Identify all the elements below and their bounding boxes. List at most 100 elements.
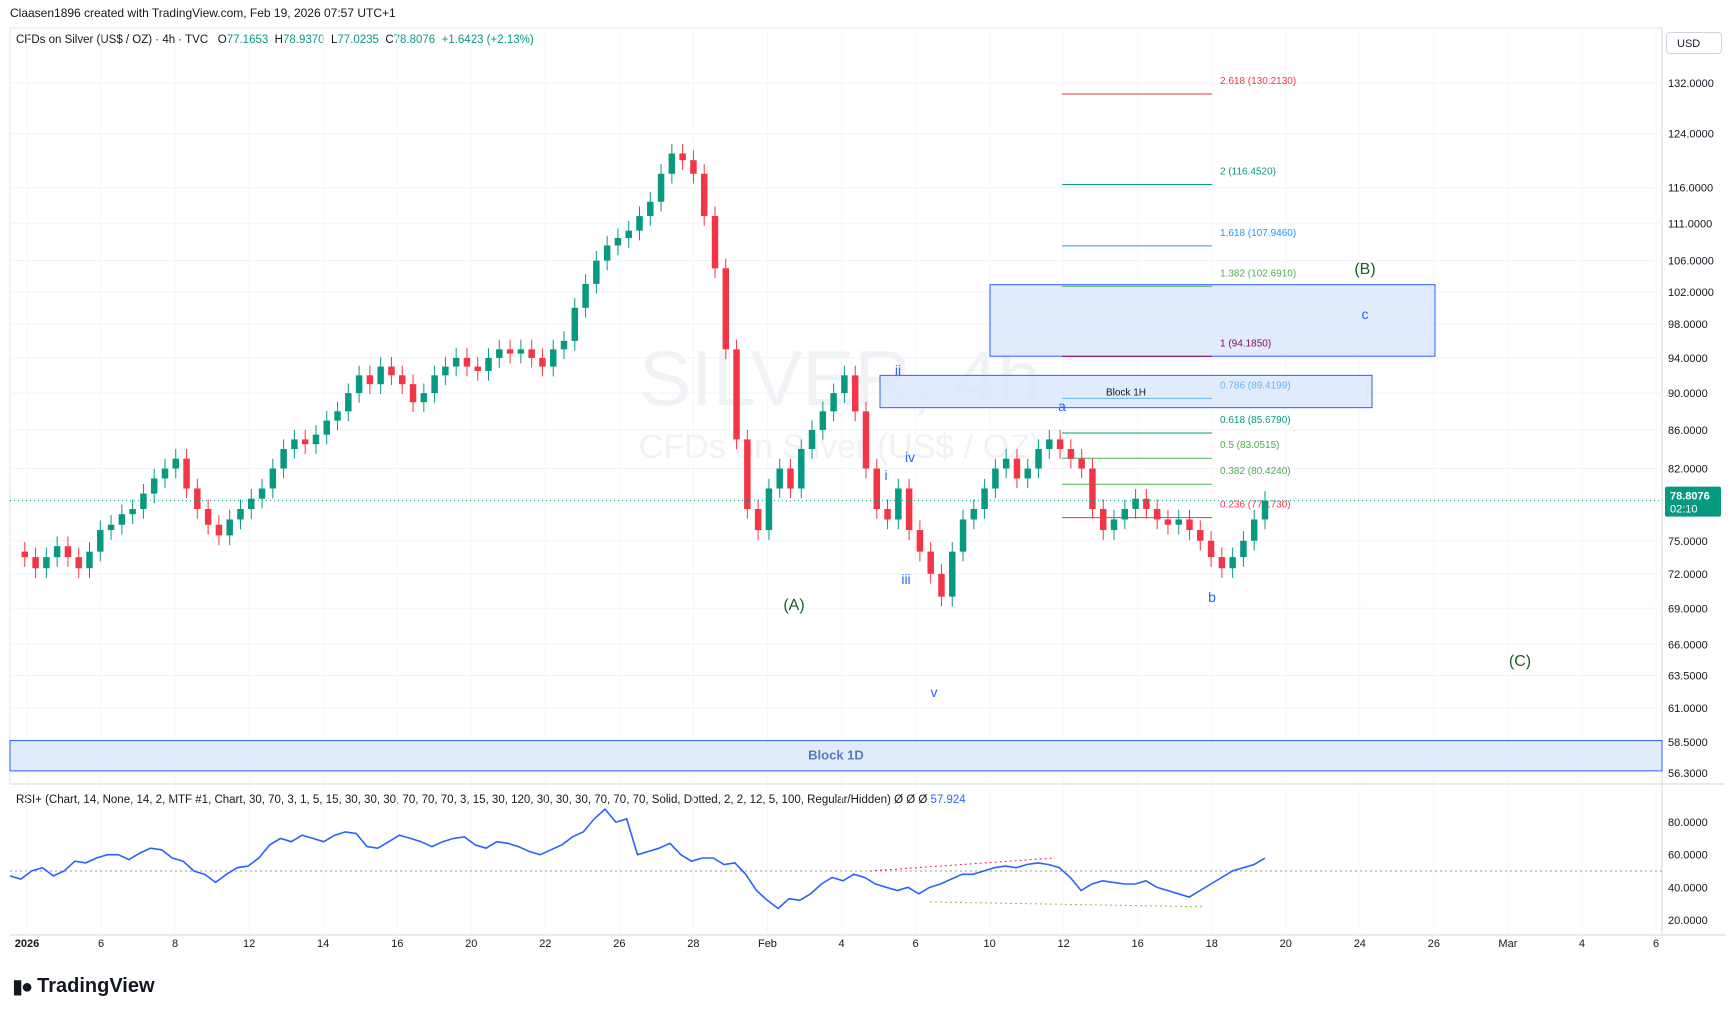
tradingview-wordmark: TradingView (37, 975, 155, 997)
rsi-value: 57.924 (930, 794, 966, 806)
candle-body (636, 216, 643, 231)
wave-label-minor: iv (905, 449, 915, 465)
candle-body (1035, 448, 1042, 469)
candle-body (916, 530, 924, 552)
time-tick-label: 26 (613, 938, 625, 950)
candle-body (312, 434, 320, 445)
candle-body (830, 393, 837, 412)
rsi-tick-label: 80.0000 (1668, 817, 1708, 829)
price-tick-label: 124.0000 (1668, 129, 1714, 141)
price-tick-label: 94.0000 (1668, 353, 1708, 365)
time-tick-label: 14 (317, 938, 329, 950)
wave-label-minor: ii (895, 362, 901, 378)
price-tick-label: 75.0000 (1668, 536, 1708, 548)
candle-body (1218, 557, 1226, 569)
candle-body (851, 375, 859, 412)
candle-body (517, 349, 525, 354)
candle-body (409, 384, 417, 403)
wave-label-major: (B) (1354, 261, 1375, 278)
candle-body (463, 357, 471, 367)
candle-body (862, 411, 870, 469)
candle-body (215, 524, 223, 536)
candle-body (1067, 448, 1075, 459)
candle-body (549, 349, 557, 367)
candle-body (647, 201, 654, 217)
price-tick-label: 132.0000 (1668, 78, 1714, 90)
rsi-tick-label: 20.0000 (1668, 915, 1708, 927)
candle-body (1143, 498, 1150, 510)
price-zone (989, 284, 1436, 357)
low-value: 77.0235 (337, 34, 379, 46)
candle-body (32, 557, 39, 569)
low-label: L (330, 34, 338, 46)
time-tick-label: 18 (1206, 938, 1218, 950)
rsi-tick-label: 40.0000 (1668, 882, 1708, 894)
price-tick-label: 61.0000 (1668, 703, 1708, 715)
candle-body (776, 468, 783, 489)
time-tick-label: 8 (172, 938, 178, 950)
candle-body (1175, 519, 1182, 525)
tradingview-logo-icon: ▮● (12, 976, 33, 998)
candle-body (1132, 498, 1139, 510)
candle-body (107, 524, 115, 531)
candle-body (334, 411, 341, 421)
rsi-divergence-bearish (869, 857, 1056, 872)
candle-body (366, 375, 374, 385)
candle-body (1240, 540, 1247, 558)
wave-label-minor: i (884, 467, 887, 483)
candle-body (1046, 439, 1053, 449)
candle-body (161, 468, 169, 479)
candle-body (323, 420, 330, 435)
candle-body (1056, 439, 1064, 449)
candle-body (43, 557, 50, 569)
wave-label-major: (A) (783, 597, 804, 614)
candle-body (981, 488, 988, 510)
fib-level-label: 0.618 (85.6790) (1220, 415, 1291, 426)
currency-selector[interactable]: USD (1666, 32, 1722, 54)
chart-credit: Claasen1896 created with TradingView.com… (10, 6, 396, 20)
candle-body (528, 349, 535, 358)
close-label: C (385, 34, 394, 46)
time-tick-label: 20 (1280, 938, 1292, 950)
candle-body (140, 493, 147, 510)
last-price-badge (1665, 486, 1721, 517)
candle-body (722, 268, 730, 350)
candle-body (399, 375, 406, 385)
time-tick-label: 24 (1354, 938, 1366, 950)
candle-body (733, 349, 740, 440)
wave-label-minor: c (1362, 306, 1369, 322)
candle-body (571, 307, 579, 341)
wave-label-minor: v (931, 684, 938, 700)
close-value: 78.8076 (393, 34, 436, 46)
candle-body (959, 519, 967, 552)
price-tick-label: 82.0000 (1668, 464, 1708, 476)
candle-body (841, 375, 848, 394)
candle-body (248, 498, 255, 510)
candle-body (582, 283, 589, 308)
time-tick-label: 10 (983, 938, 995, 950)
candle-body (86, 551, 93, 569)
candle-body (291, 439, 298, 449)
price-tick-label: 63.5000 (1668, 671, 1708, 683)
price-tick-label: 66.0000 (1668, 639, 1708, 651)
candle-body (1250, 519, 1258, 541)
candle-body (280, 448, 287, 469)
candle-body (431, 375, 438, 394)
symbol-legend: CFDs on Silver (US$ / OZ) · 4h · TVC O77… (16, 34, 534, 46)
candle-body (668, 153, 676, 174)
candle-body (657, 173, 665, 202)
rsi-divergence-bullish (929, 901, 1206, 908)
candle-body (377, 366, 384, 385)
candle-body (560, 340, 568, 350)
candle-body (765, 488, 773, 531)
candle-body (1121, 509, 1129, 520)
fib-level-label: 0.5 (83.0515) (1220, 440, 1280, 451)
fib-level-label: 2 (116.4520) (1220, 166, 1276, 177)
candle-body (603, 245, 611, 261)
candle-body (1207, 540, 1215, 558)
candle-body (301, 439, 309, 445)
candle-body (819, 411, 827, 430)
time-tick-label: 4 (1579, 938, 1585, 950)
candle-body (474, 366, 481, 371)
